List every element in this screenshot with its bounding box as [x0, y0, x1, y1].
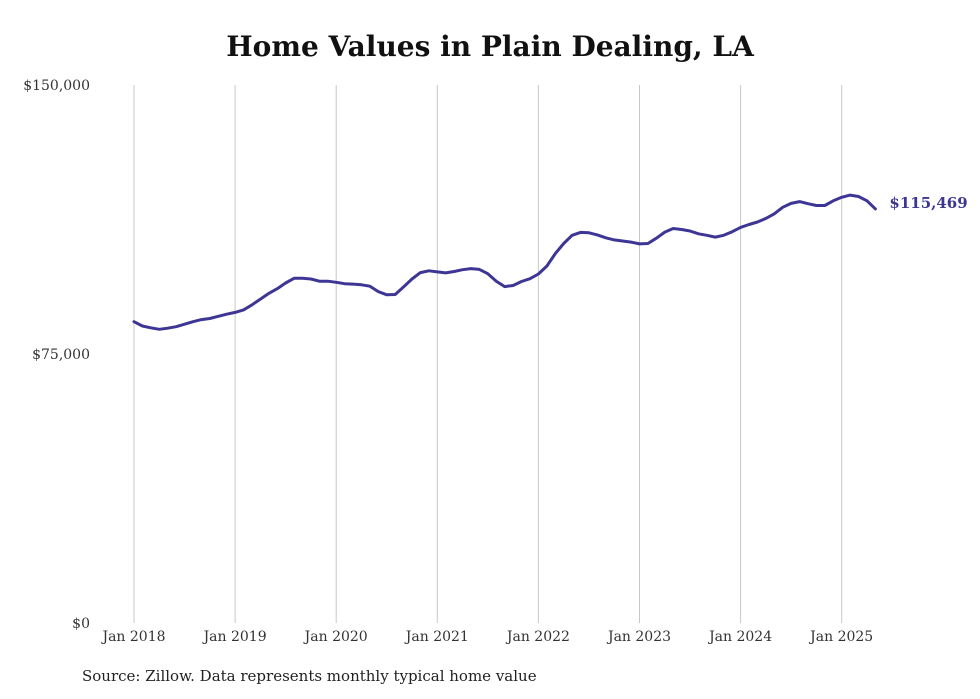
x-tick-label: Jan 2020: [303, 629, 368, 645]
y-tick-label: $75,000: [32, 347, 90, 363]
end-value-label: $115,469: [889, 194, 967, 212]
x-tick-label: Jan 2023: [606, 629, 671, 645]
y-tick-label: $150,000: [23, 78, 90, 94]
axes: Jan 2018 Jan 2019 Jan 2020 Jan 2021 Jan 2022…: [23, 78, 873, 645]
x-tick-label: Jan 2022: [505, 629, 570, 645]
series-line: [132, 193, 877, 331]
series-layer: [132, 193, 877, 331]
x-tick-label: Jan 2021: [404, 629, 469, 645]
y-tick-label: $0: [72, 616, 90, 632]
x-tick-label: Jan 2018: [100, 629, 165, 645]
x-tick-label: Jan 2024: [707, 629, 772, 645]
source-note: Source: Zillow. Data represents monthly …: [82, 667, 537, 685]
gridlines: [133, 85, 843, 623]
x-tick-label: Jan 2025: [808, 629, 873, 645]
x-tick-label: Jan 2019: [202, 629, 267, 645]
labels: $115,469: [889, 194, 967, 212]
chart-title: Home Values in Plain Dealing, LA: [226, 30, 754, 63]
